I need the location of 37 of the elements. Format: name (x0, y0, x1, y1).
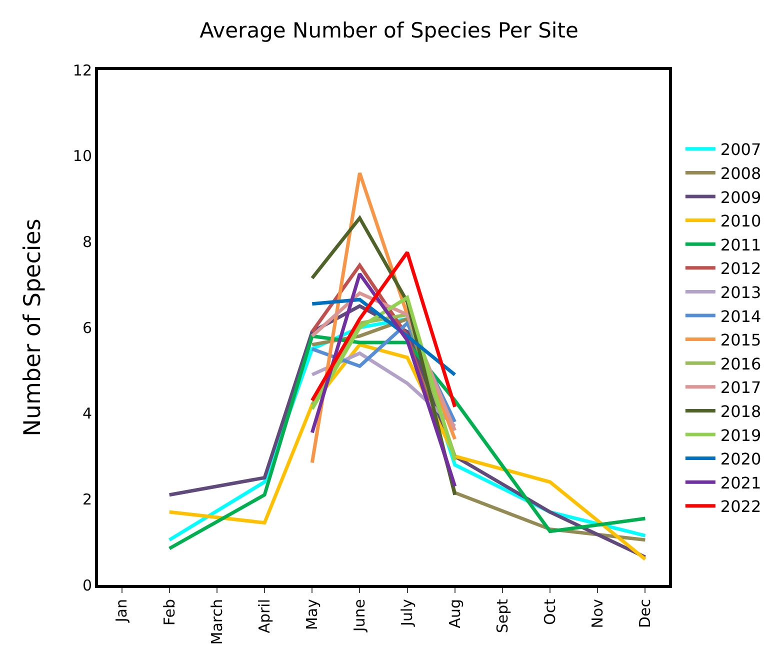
y-tick-label: 12 (72, 61, 92, 80)
x-tick-label: April (255, 599, 274, 634)
x-tick-label: May (303, 598, 322, 630)
x-tick-label: Oct (540, 598, 559, 625)
legend-label: 2011 (720, 235, 762, 254)
y-tick-label: 2 (82, 490, 92, 508)
legend-label: 2014 (720, 306, 762, 326)
legend-label: 2015 (720, 330, 762, 350)
legend-label: 2012 (720, 259, 762, 278)
y-tick-label: 8 (82, 232, 92, 251)
legend-label: 2018 (720, 402, 762, 421)
x-tick-label: Sept (493, 598, 512, 634)
chart-title: Average Number of Species Per Site (200, 18, 578, 43)
legend-label: 2008 (720, 164, 762, 183)
x-tick-label: March (208, 599, 226, 645)
legend-label: 2007 (720, 140, 762, 160)
legend-label: 2013 (720, 282, 762, 302)
legend-label: 2022 (720, 497, 762, 516)
y-tick-label: 4 (82, 404, 92, 423)
legend-label: 2016 (720, 354, 762, 374)
legend-label: 2019 (720, 426, 762, 445)
y-tick-label: 0 (82, 576, 92, 594)
legend-label: 2009 (720, 188, 762, 207)
y-tick-label: 6 (82, 318, 92, 337)
y-axis-title: Number of Species (20, 218, 46, 436)
legend-label: 2017 (720, 378, 762, 398)
x-tick-label: Dec (636, 599, 654, 628)
x-tick-label: Jan (112, 599, 131, 624)
y-tick-label: 10 (72, 147, 92, 166)
legend-label: 2020 (720, 450, 762, 469)
legend-label: 2021 (720, 473, 762, 492)
x-tick-label: June (350, 599, 369, 633)
legend-label: 2010 (720, 212, 762, 231)
x-tick-label: Aug (446, 599, 464, 628)
x-tick-label: Nov (588, 598, 607, 628)
x-tick-label: July (398, 598, 416, 627)
x-tick-label: Feb (160, 599, 178, 626)
